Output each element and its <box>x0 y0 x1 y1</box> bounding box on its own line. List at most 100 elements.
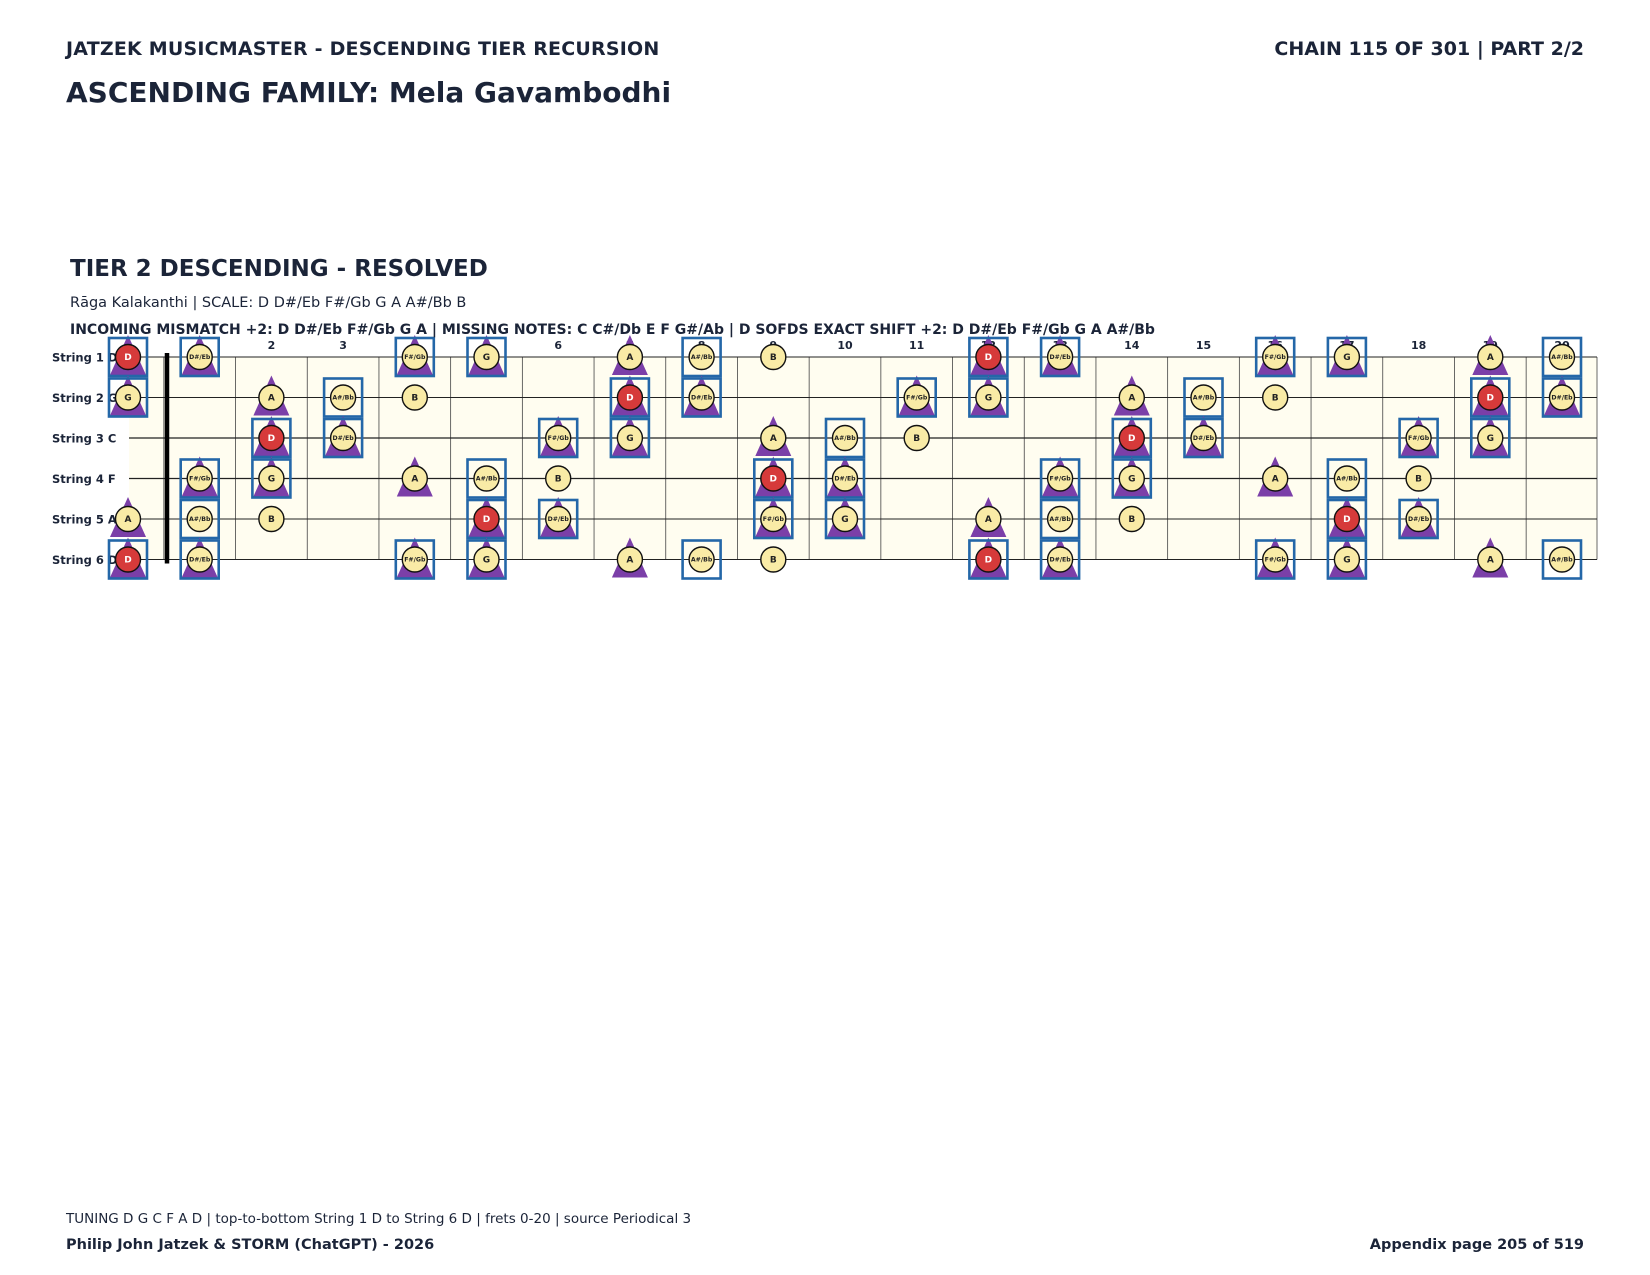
note-dot <box>1190 384 1217 411</box>
shift-box-marker <box>179 539 220 580</box>
string-label: String 2 G <box>52 391 117 405</box>
note-dot <box>1261 343 1289 371</box>
note-label: D#/Eb <box>1193 435 1215 442</box>
note-dot <box>1261 384 1289 411</box>
root-note-dot <box>1118 424 1146 452</box>
note-label: A <box>770 434 777 444</box>
note-label: A#/Bb <box>189 516 211 523</box>
appendix-page: Appendix page 205 of 519 <box>1369 1237 1584 1253</box>
note-label: F#/Gb <box>1265 354 1287 361</box>
shift-box-marker <box>1039 336 1081 378</box>
note-label: F#/Gb <box>404 354 426 361</box>
tuning-line: TUNING D G C F A D | top-to-bottom Strin… <box>66 1211 692 1227</box>
note-label: F#/Gb <box>1408 435 1430 442</box>
fret-number: 10 <box>837 339 853 352</box>
note-dot <box>760 343 787 371</box>
note-label: F#/Gb <box>1265 557 1287 564</box>
note-dot <box>975 384 1002 411</box>
note-label: F#/Gb <box>404 557 426 564</box>
string-label: String 5 A <box>52 513 117 527</box>
note-label: B <box>555 475 562 485</box>
root-note-dot <box>114 343 142 371</box>
note-label: A <box>1128 394 1135 404</box>
note-dot <box>401 465 428 492</box>
root-note-dot <box>760 465 787 492</box>
shift-box-marker <box>394 539 436 580</box>
note-dot <box>258 465 285 492</box>
shift-box-marker <box>1541 377 1583 418</box>
note-dot <box>903 384 930 411</box>
note-label: D <box>1343 515 1350 525</box>
note-label: D#/Eb <box>1049 557 1071 564</box>
note-dot <box>616 424 644 452</box>
note-label: D#/Eb <box>189 354 211 361</box>
note-dot <box>258 384 285 411</box>
note-label: B <box>913 434 920 444</box>
shift-box-marker <box>179 458 220 499</box>
note-label: B <box>268 515 275 525</box>
note-dot <box>1477 343 1504 371</box>
shift-box-marker <box>1398 417 1439 459</box>
note-dot <box>329 424 357 452</box>
note-dot <box>401 384 428 411</box>
note-label: D <box>124 556 131 566</box>
note-label: D#/Eb <box>189 557 211 564</box>
note-dot <box>1405 424 1432 452</box>
note-label: A <box>1487 556 1494 566</box>
note-label: D#/Eb <box>1408 516 1430 523</box>
note-label: D#/Eb <box>691 395 713 402</box>
note-label: A <box>626 556 633 566</box>
note-label: D <box>268 434 275 444</box>
shift-box-marker <box>107 377 149 418</box>
shift-box-marker <box>1254 539 1296 580</box>
shift-box-marker <box>537 417 579 459</box>
note-dot <box>186 465 213 492</box>
note-dot <box>1477 424 1504 452</box>
note-label: A#/Bb <box>1049 516 1071 523</box>
note-dot <box>473 465 500 492</box>
note-dot <box>1405 465 1432 492</box>
shift-box-marker <box>1254 336 1296 378</box>
note-label: F#/Gb <box>548 435 570 442</box>
note-label: A <box>985 515 992 525</box>
note-dot <box>1333 546 1361 573</box>
note-dot <box>1046 505 1074 533</box>
note-dot <box>1548 384 1576 411</box>
note-label: D <box>985 353 992 363</box>
note-dot <box>1118 505 1146 533</box>
note-label: A <box>268 394 275 404</box>
note-dot <box>473 546 500 573</box>
note-dot <box>688 384 715 411</box>
note-dot <box>975 505 1002 533</box>
note-label: F#/Gb <box>906 395 928 402</box>
note-dot <box>1333 343 1361 371</box>
note-dot <box>329 384 357 411</box>
shift-box-marker <box>681 377 722 418</box>
shift-box-marker <box>179 336 220 378</box>
shift-box-marker <box>1039 458 1081 499</box>
note-dot <box>616 343 644 371</box>
fretboard-diagram: String 1 D String 2 G String 3 C String 4 F… <box>52 335 1598 580</box>
shift-box-marker <box>1111 458 1153 499</box>
note-dot <box>1046 465 1074 492</box>
note-label: G <box>268 475 275 485</box>
shift-box-marker <box>1398 498 1439 540</box>
root-note-dot <box>473 505 500 533</box>
shift-box-marker <box>824 498 866 540</box>
root-note-dot <box>975 546 1002 573</box>
note-label: G <box>1343 556 1350 566</box>
note-label: A#/Bb <box>834 435 856 442</box>
note-dot <box>1333 465 1361 492</box>
root-note-dot <box>975 343 1002 371</box>
note-label: F#/Gb <box>763 516 785 523</box>
note-label: B <box>770 556 777 566</box>
note-label: D#/Eb <box>1551 395 1573 402</box>
note-dot <box>616 546 644 573</box>
note-dot <box>545 424 572 452</box>
root-note-dot <box>1477 384 1504 411</box>
note-label: B <box>1128 515 1135 525</box>
note-dot <box>114 505 142 533</box>
note-label: A <box>626 353 633 363</box>
note-dot <box>186 505 213 533</box>
note-dot <box>1046 546 1074 573</box>
